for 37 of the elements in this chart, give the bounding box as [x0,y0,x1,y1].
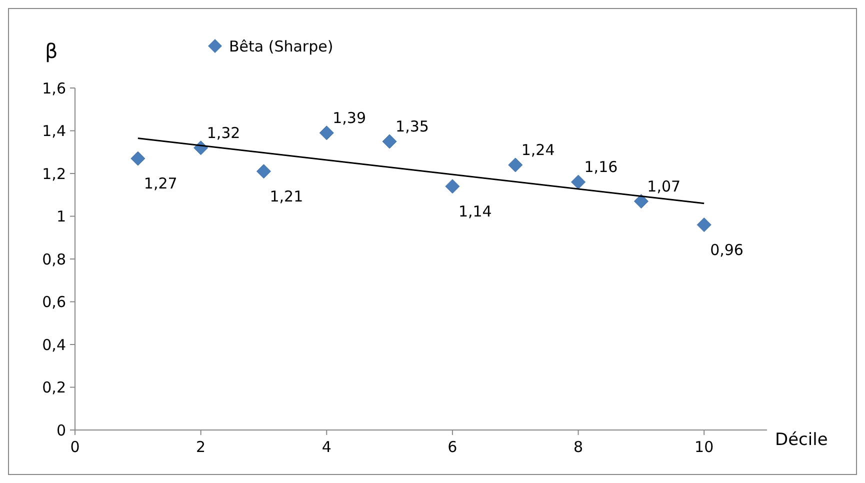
x-axis-title: Décile [775,430,828,450]
y-tick-label: 0,8 [42,250,66,268]
y-tick-label: 0,4 [42,336,66,354]
point [571,174,586,190]
x-tick-label: 4 [322,438,332,456]
x-tick-label: 8 [574,438,584,456]
point [382,134,397,149]
y-axis-title: β [45,39,58,63]
point [319,126,334,140]
point [696,218,712,232]
x-tick-label: 6 [448,438,458,456]
y-tick-label: 1,4 [42,122,66,140]
point [256,164,271,179]
y-tick-label: 0,2 [42,378,66,396]
data-label: 1,07 [647,177,681,196]
legend-label: Bêta (Sharpe) [229,37,334,56]
data-label: 1,24 [521,140,555,159]
data-label: 1,16 [584,158,618,176]
x-tick-label: 0 [70,438,80,456]
data-label: 1,21 [270,187,304,206]
point [508,158,523,172]
data-label: 1,27 [144,174,178,193]
y-tick-label: 0,6 [42,293,66,311]
point [634,194,648,209]
point [130,151,146,166]
data-label: 1,35 [396,117,429,136]
data-label: 1,39 [332,108,366,127]
y-tick-label: 1,2 [42,164,66,183]
data-label: 1,14 [458,202,492,220]
y-tick-label: 1 [56,208,66,226]
x-tick-label: 10 [694,438,714,456]
y-tick-label: 0 [56,421,66,440]
y-tick-label: 1,6 [42,79,66,98]
data-label: 0,96 [710,240,744,259]
x-tick-label: 2 [196,438,206,456]
data-label: 1,32 [206,124,240,142]
point [445,179,460,194]
